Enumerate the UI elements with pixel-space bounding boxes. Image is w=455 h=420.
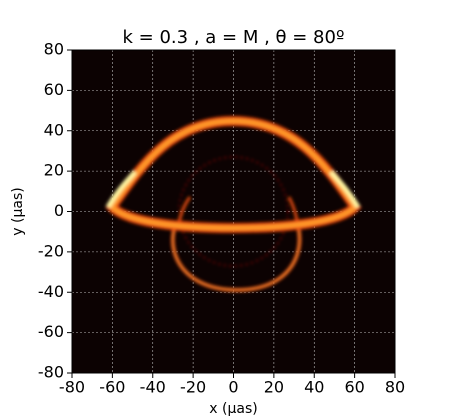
- black-hole-image: [105, 115, 362, 293]
- x-tick-label: -20: [180, 378, 206, 397]
- lower-ring-core: [172, 225, 301, 291]
- x-tick-label: -40: [140, 378, 166, 397]
- x-tick-label: -60: [99, 378, 125, 397]
- bright-edges: [105, 170, 361, 209]
- x-tick-label: -80: [59, 378, 85, 397]
- y-tick-label: 60: [44, 80, 64, 99]
- y-tick-label: 40: [44, 120, 64, 139]
- x-tick-label: 0: [228, 378, 238, 397]
- y-tick-label: 80: [44, 40, 64, 59]
- y-tick-label: -80: [38, 363, 64, 382]
- x-axis-label: x (μas): [209, 401, 257, 417]
- y-tick-label: -20: [38, 241, 64, 260]
- chart-title: k = 0.3 , a = M , θ = 80º: [123, 27, 345, 48]
- y-tick-label: -60: [38, 322, 64, 341]
- y-tick-label: 20: [44, 161, 64, 180]
- inner-dotted-ring: [178, 156, 289, 267]
- x-tick-label: 20: [264, 378, 284, 397]
- photon-ring-mid: [108, 118, 359, 231]
- y-axis-label: y (μas): [10, 187, 26, 235]
- x-tick-label: 60: [344, 378, 364, 397]
- x-tick-label: 80: [385, 378, 405, 397]
- y-tick-label: 0: [54, 201, 64, 220]
- x-tick-label: 40: [304, 378, 324, 397]
- y-tick-label: -40: [38, 282, 64, 301]
